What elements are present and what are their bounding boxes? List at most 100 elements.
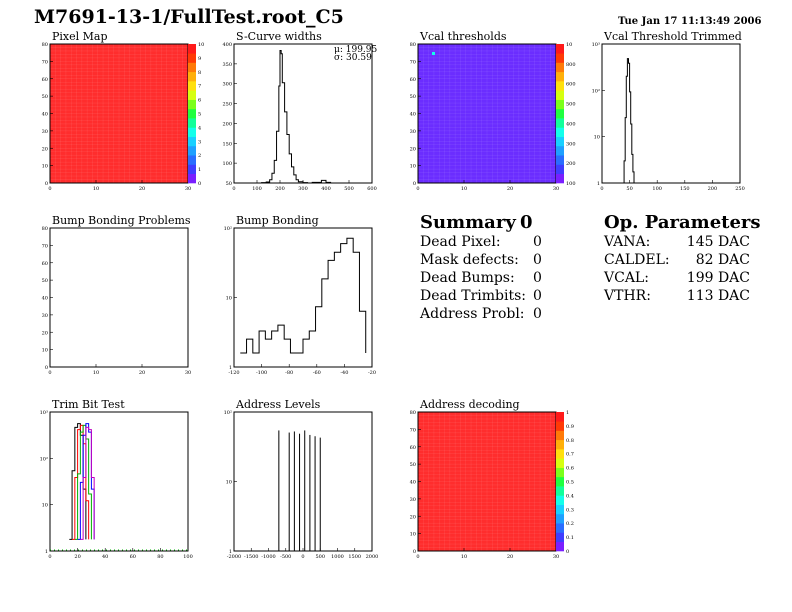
plot-frame bbox=[233, 43, 373, 184]
trim-bit-series bbox=[74, 424, 92, 540]
y-tick-label: 30 bbox=[410, 129, 416, 135]
op-param-value: 113 DAC bbox=[686, 288, 750, 304]
x-tick-label: 600 bbox=[367, 186, 377, 192]
color-scale-step bbox=[556, 486, 564, 496]
y-tick-label: 200 bbox=[222, 121, 232, 127]
z-tick-label: 0.6 bbox=[566, 466, 574, 472]
color-scale-step bbox=[556, 44, 564, 54]
y-tick-label: 80 bbox=[42, 226, 48, 232]
y-tick-label: 20 bbox=[42, 146, 48, 152]
x-tick-label: 20 bbox=[507, 186, 513, 192]
z-tick-label: 7 bbox=[198, 84, 201, 90]
color-scale-step bbox=[188, 155, 196, 165]
y-tick-label: 350 bbox=[222, 62, 232, 68]
x-tick-label: 30 bbox=[553, 554, 559, 560]
y-tick-label: 70 bbox=[42, 59, 48, 65]
op-param-label: CALDEL: bbox=[604, 252, 670, 268]
x-tick-label: 10 bbox=[461, 554, 467, 560]
x-tick-label: 0 bbox=[48, 554, 51, 560]
summary-row-value: 0 bbox=[533, 306, 542, 322]
op-param-value: 145 DAC bbox=[686, 234, 750, 250]
address-levels-chart: -2000 -1500 -1000 -500 0 500 1000 1500 2000 10² 10… bbox=[224, 410, 379, 560]
y-tick-label: 10² bbox=[40, 456, 48, 462]
color-scale-step bbox=[556, 164, 564, 175]
x-tick-label: 100 bbox=[252, 186, 262, 192]
scurve-title: S-Curve widths bbox=[236, 30, 322, 43]
z-tick-label: 0.5 bbox=[566, 480, 574, 486]
vcal-trimmed-histogram bbox=[622, 58, 636, 184]
x-tick-label: 10 bbox=[93, 370, 99, 376]
z-tick-label: 9 bbox=[198, 56, 201, 62]
x-tick-label: -120 bbox=[228, 370, 239, 376]
z-tick-label: 0.3 bbox=[566, 507, 574, 513]
y-tick-label: 10 bbox=[42, 164, 48, 170]
y-tick-label: 1 bbox=[229, 365, 232, 371]
address-decoding-chart: 0 10 20 30 80 70 60 50 40 30 20 10 0 1 0.9 0.8 0.7 0.6 0.5… bbox=[410, 410, 574, 560]
trim-bit-series bbox=[77, 423, 95, 540]
y-tick-label: 60 bbox=[42, 77, 48, 83]
y-tick-label: 30 bbox=[42, 313, 48, 319]
y-tick-label: 80 bbox=[42, 42, 48, 48]
x-tick-label: 1500 bbox=[348, 554, 361, 560]
summary-row-value: 0 bbox=[533, 270, 542, 286]
bump-bonding-chart: -120 -100 -80 -60 -40 -20 10² 10 1 bbox=[224, 226, 376, 376]
y-tick-label: 60 bbox=[410, 77, 416, 83]
color-scale-step bbox=[188, 145, 196, 156]
color-scale-step bbox=[556, 476, 564, 487]
x-tick-label: 300 bbox=[298, 186, 308, 192]
x-tick-label: 20 bbox=[507, 554, 513, 560]
color-scale-step bbox=[556, 118, 564, 128]
y-tick-label: 10 bbox=[226, 296, 232, 302]
bump-problems-title: Bump Bonding Problems bbox=[52, 214, 191, 227]
x-tick-label: 60 bbox=[130, 554, 136, 560]
y-tick-label: 40 bbox=[410, 480, 416, 486]
y-tick-label: 40 bbox=[410, 112, 416, 118]
x-tick-label: -60 bbox=[313, 370, 321, 376]
x-tick-label: -1500 bbox=[244, 554, 258, 560]
x-tick-label: -2000 bbox=[227, 554, 241, 560]
y-tick-label: 10 bbox=[226, 480, 232, 486]
y-tick-label: 1 bbox=[45, 549, 48, 555]
trim-bit-chart: 0 20 40 60 80 100 10³ 10² 10 1 bbox=[40, 410, 193, 560]
y-tick-label: 50 bbox=[410, 94, 416, 100]
y-tick-label: 10³ bbox=[40, 410, 48, 416]
color-scale-step bbox=[188, 81, 196, 91]
op-param-label: VCAL: bbox=[604, 270, 649, 286]
y-tick-label: 10 bbox=[594, 135, 600, 141]
plot-frame bbox=[49, 227, 189, 368]
trim-bit-series bbox=[80, 426, 95, 540]
plot-frame bbox=[49, 411, 189, 552]
x-tick-label: 500 bbox=[315, 554, 325, 560]
color-scale-step bbox=[188, 108, 196, 119]
z-tick-label: 100 bbox=[566, 181, 576, 187]
x-tick-label: 30 bbox=[553, 186, 559, 192]
y-tick-label: 0 bbox=[413, 549, 416, 555]
pixel-map-heatmap bbox=[50, 44, 188, 183]
x-tick-label: 0 bbox=[48, 370, 51, 376]
z-tick-label: 0 bbox=[198, 181, 201, 187]
z-tick-label: 6 bbox=[198, 98, 201, 104]
x-tick-label: 100 bbox=[652, 186, 662, 192]
stat-mean: μ: 199.95 bbox=[334, 45, 378, 55]
y-tick-label: 20 bbox=[410, 146, 416, 152]
op-param-value: 82 DAC bbox=[695, 252, 750, 268]
color-scale-step bbox=[188, 53, 196, 63]
x-tick-label: 40 bbox=[102, 554, 108, 560]
y-tick-label: 70 bbox=[410, 427, 416, 433]
x-tick-label: -1000 bbox=[261, 554, 275, 560]
color-scale-step bbox=[556, 145, 564, 156]
y-tick-label: 0 bbox=[45, 365, 48, 371]
color-scale-step bbox=[556, 532, 564, 543]
z-tick-label: 0.9 bbox=[566, 424, 574, 430]
color-scale-step bbox=[556, 53, 564, 63]
color-scale-step bbox=[556, 449, 564, 459]
color-scale-step bbox=[188, 90, 196, 100]
x-tick-label: 10 bbox=[93, 186, 99, 192]
vcal-trimmed-title: Vcal Threshold Trimmed bbox=[604, 30, 742, 43]
color-scale-step bbox=[556, 127, 564, 137]
trim-bit-title: Trim Bit Test bbox=[52, 398, 125, 411]
color-scale-step bbox=[556, 62, 564, 73]
y-tick-label: 10 bbox=[410, 164, 416, 170]
pixel-map-title: Pixel Map bbox=[52, 30, 108, 43]
